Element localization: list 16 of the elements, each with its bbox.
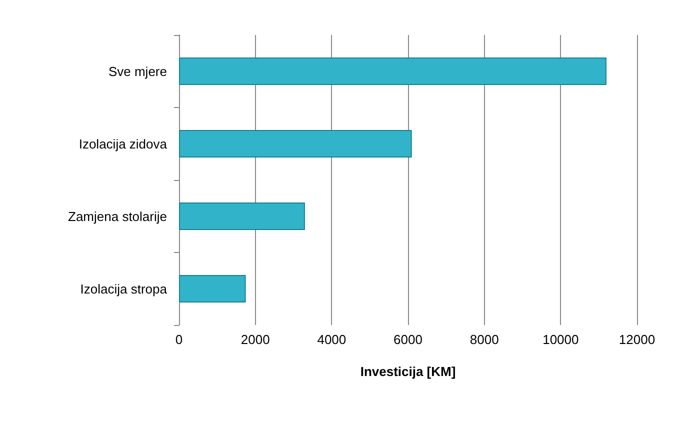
bar bbox=[179, 130, 412, 158]
x-tick-label: 2000 bbox=[240, 332, 270, 347]
x-tick-label: 12000 bbox=[618, 332, 656, 347]
bar bbox=[179, 57, 606, 86]
x-tick-label: 6000 bbox=[394, 332, 422, 347]
y-tick-label: Izolacija stropa bbox=[80, 281, 168, 296]
bar bbox=[179, 202, 305, 230]
x-tick-label: 8000 bbox=[470, 332, 499, 347]
x-tick-label: 0 bbox=[175, 332, 183, 347]
y-tick-label: Sve mjere bbox=[108, 64, 167, 79]
x-tick-label: 10000 bbox=[542, 332, 579, 347]
y-tick-label: Izolacija zidova bbox=[78, 136, 168, 152]
x-axis-title: Investicija [KM] bbox=[360, 364, 456, 379]
x-tick-label: 4000 bbox=[317, 332, 346, 347]
y-tick-label: Zamjena stolarije bbox=[68, 208, 167, 224]
bar bbox=[179, 274, 246, 303]
